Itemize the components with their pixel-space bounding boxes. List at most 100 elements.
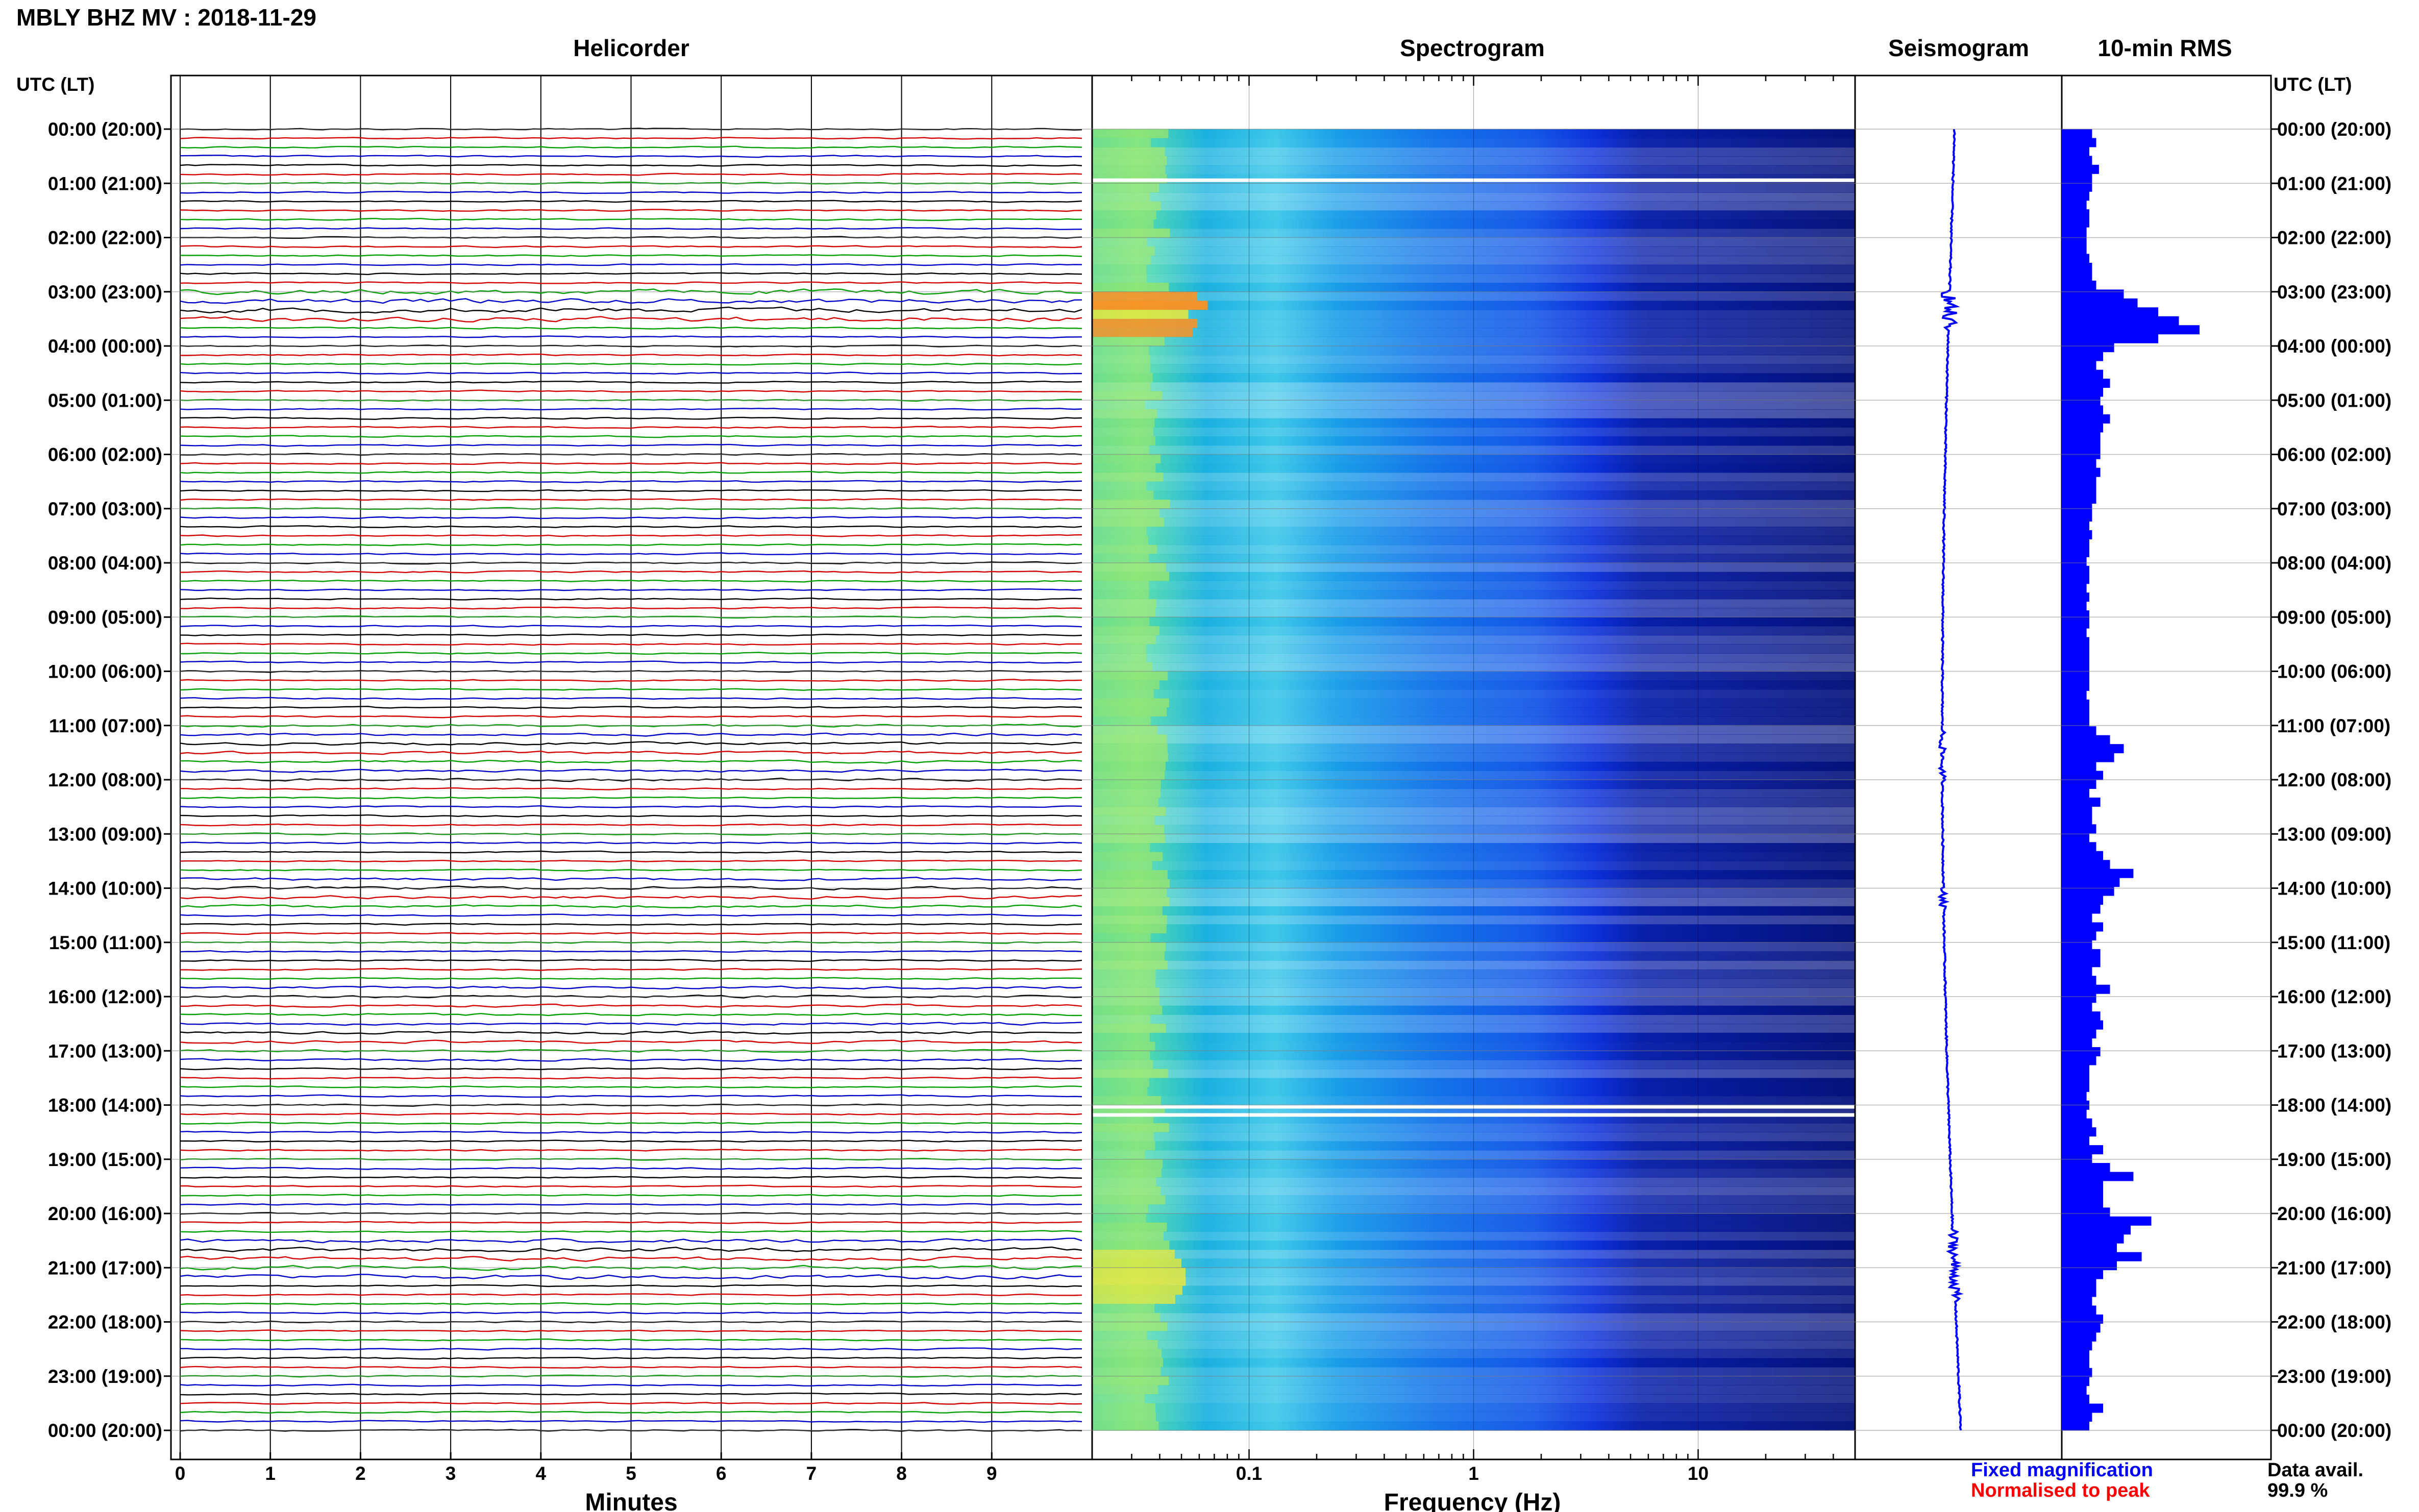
- spectrogram-low-freq-band: [1092, 861, 1152, 871]
- spectrogram-low-freq-band: [1092, 626, 1159, 636]
- spectrogram-row: [1092, 617, 1855, 627]
- spectrogram-low-freq-band: [1092, 842, 1150, 853]
- spectrogram-row: [1092, 427, 1855, 437]
- rms-bar: [2062, 1314, 2103, 1324]
- spectrogram-low-freq-band: [1092, 906, 1163, 916]
- spectrogram-low-freq-band: [1092, 382, 1151, 392]
- seismogram-title: Seismogram: [1888, 35, 2029, 61]
- spectrogram-low-freq-band: [1092, 689, 1154, 699]
- hour-label-left: 07:00 (03:00): [48, 499, 162, 519]
- spectrogram-low-freq-band: [1092, 1403, 1155, 1413]
- helicorder-trace: [180, 660, 1082, 664]
- spectrogram-row: [1092, 400, 1855, 410]
- helicorder-trace: [180, 1401, 1082, 1405]
- hour-label-right: 14:00 (10:00): [2277, 878, 2391, 899]
- hour-label-left: 00:00 (20:00): [48, 119, 162, 140]
- rms-bar: [2062, 191, 2089, 201]
- spectrogram-row: [1092, 1168, 1855, 1178]
- spectrogram-low-freq-band: [1092, 924, 1167, 934]
- hour-label-right: 15:00 (11:00): [2277, 932, 2390, 953]
- spectrogram-low-freq-band: [1092, 183, 1159, 193]
- helicorder-trace: [180, 688, 1082, 691]
- spectrogram-panel: 0.1 1 10: [1091, 75, 1856, 1484]
- hour-label-right: 08:00 (04:00): [2277, 553, 2391, 574]
- spectrogram-row: [1092, 138, 1855, 148]
- rms-bar: [2062, 610, 2089, 620]
- rms-bar: [2062, 245, 2087, 255]
- spectrogram-low-freq-band: [1092, 951, 1165, 961]
- spectrogram-row: [1092, 852, 1855, 861]
- spectrogram-low-freq-band: [1092, 698, 1169, 708]
- rms-bar: [2062, 1136, 2089, 1146]
- spectrogram-row: [1092, 1024, 1855, 1033]
- spectrogram-low-freq-band: [1092, 301, 1208, 310]
- helicorder-trace: [180, 697, 1082, 700]
- spectrogram-row: [1092, 997, 1855, 1006]
- rms-bar: [2062, 1261, 2117, 1271]
- helicorder-trace: [180, 1203, 1082, 1206]
- spectrogram-low-freq-band: [1092, 500, 1170, 509]
- helicorder-trace: [180, 850, 1082, 854]
- helicorder-trace: [180, 1293, 1082, 1297]
- helicorder-trace: [180, 298, 1082, 304]
- spectrogram-row: [1092, 346, 1855, 356]
- helicorder-trace: [180, 1167, 1082, 1170]
- spectrogram-low-freq-band: [1092, 1059, 1153, 1070]
- spectrogram-low-freq-band: [1092, 310, 1189, 319]
- rms-bar: [2062, 583, 2087, 593]
- rms-bar: [2062, 958, 2101, 968]
- spectrogram-row: [1092, 581, 1855, 590]
- rms-bar: [2062, 753, 2114, 762]
- spectrogram-row: [1092, 842, 1855, 853]
- spectrogram-low-freq-band: [1092, 743, 1168, 753]
- rms-bar: [2062, 1323, 2101, 1333]
- spectrogram-low-freq-band: [1092, 1069, 1168, 1078]
- hour-label-right: 01:00 (21:00): [2277, 173, 2391, 194]
- spectrogram-row: [1092, 1096, 1855, 1106]
- spectrogram-low-freq-band: [1092, 517, 1165, 527]
- spectrogram-low-freq-band: [1092, 1177, 1156, 1187]
- utc-label-left: UTC (LT): [16, 74, 94, 95]
- rms-bar: [2062, 503, 2092, 513]
- rms-panel: [2061, 75, 2272, 1460]
- spectrogram-low-freq-band: [1092, 1412, 1156, 1422]
- spectrogram-row: [1092, 680, 1855, 690]
- helicorder-x-tick-label: 3: [446, 1463, 456, 1484]
- spectrogram-row: [1092, 1213, 1855, 1223]
- spectrogram-row: [1092, 165, 1855, 175]
- spectrogram-low-freq-band: [1092, 1367, 1161, 1377]
- helicorder-trace: [180, 1392, 1082, 1396]
- spectrogram-row: [1092, 1394, 1855, 1404]
- rms-bar: [2062, 1189, 2103, 1199]
- rms-bar: [2062, 1287, 2096, 1297]
- spectrogram-row: [1092, 310, 1855, 319]
- rms-bar: [2062, 298, 2138, 308]
- utc-label-right: UTC (LT): [2274, 74, 2352, 95]
- helicorder-trace: [180, 679, 1082, 682]
- spectrogram-low-freq-band: [1092, 1005, 1163, 1015]
- spectrogram-row: [1092, 517, 1855, 527]
- hour-label-right: 00:00 (20:00): [2277, 1420, 2391, 1441]
- hour-label-left: 01:00 (21:00): [48, 173, 162, 194]
- spectrogram-row: [1092, 1304, 1855, 1313]
- spectrogram-row: [1092, 201, 1855, 211]
- spectrogram-row: [1092, 1231, 1855, 1241]
- helicorder-trace: [180, 543, 1082, 547]
- rms-bar: [2062, 922, 2103, 932]
- spectrogram-low-freq-band: [1092, 870, 1168, 880]
- rms-bar: [2062, 878, 2120, 887]
- hour-label-right: 12:00 (08:00): [2277, 770, 2391, 790]
- spectrogram-row: [1092, 183, 1855, 193]
- hour-label-right: 23:00 (19:00): [2277, 1366, 2391, 1387]
- spectrogram-row: [1092, 255, 1855, 265]
- spectrogram-row: [1092, 870, 1855, 880]
- hour-label-left: 13:00 (09:00): [48, 824, 162, 845]
- helicorder-trace: [180, 787, 1082, 790]
- spectrogram-low-freq-band: [1092, 590, 1149, 600]
- spectrogram-low-freq-band: [1092, 1024, 1166, 1033]
- helicorder-trace: [180, 200, 1082, 203]
- helicorder-trace: [180, 1148, 1082, 1152]
- hour-label-left: 16:00 (12:00): [48, 986, 162, 1007]
- spectrogram-low-freq-band: [1092, 219, 1154, 229]
- rms-bar: [2062, 824, 2096, 834]
